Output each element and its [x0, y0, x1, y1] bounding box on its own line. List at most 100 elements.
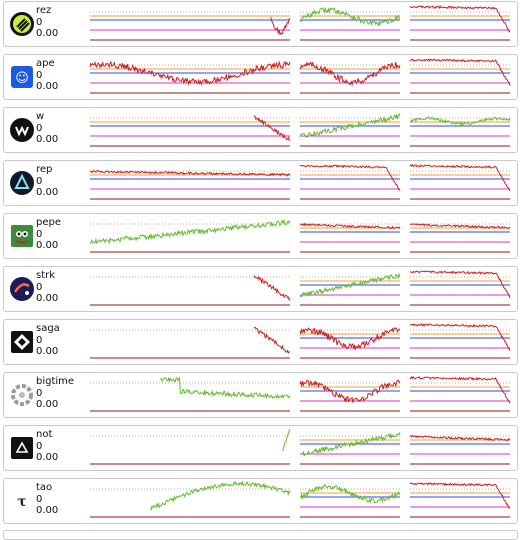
coin-symbol: tao	[36, 482, 53, 493]
price-line	[89, 219, 291, 245]
price-line	[299, 164, 401, 191]
coin-change: 0.00	[36, 399, 59, 410]
coin-info: tao 0 0.00	[36, 482, 58, 517]
coin-change: 0.00	[36, 187, 59, 198]
price-line	[253, 275, 291, 302]
price-line	[299, 431, 401, 457]
coin-change: 0.00	[36, 134, 59, 145]
price-line	[149, 480, 291, 511]
short-term-chart[interactable]	[409, 110, 511, 150]
coin-info: saga 0 0.00	[36, 323, 60, 358]
long-term-chart[interactable]	[90, 110, 291, 150]
coin-card-strk[interactable]: strk 0 0.00	[3, 266, 518, 312]
price-line	[282, 428, 291, 452]
long-term-chart[interactable]	[90, 428, 291, 468]
long-term-chart[interactable]	[90, 4, 291, 44]
price-line	[409, 323, 511, 351]
coin-card-ape[interactable]: ☺ ape 0 0.00	[3, 54, 518, 100]
coin-change: 0.00	[36, 452, 59, 463]
mid-term-chart[interactable]	[299, 163, 401, 203]
rez-logo-icon	[10, 12, 34, 36]
coin-card-rez[interactable]: rez 0 0.00	[3, 1, 518, 47]
coin-change: 0.00	[36, 346, 59, 357]
mid-term-chart[interactable]	[299, 110, 401, 150]
price-line	[409, 375, 511, 404]
price-line	[299, 113, 401, 138]
coin-card-bigtime[interactable]: bigtime 0 0.00	[3, 372, 518, 418]
price-line	[410, 482, 511, 509]
coin-change: 0.00	[36, 293, 59, 304]
coin-value: 0	[36, 228, 43, 240]
long-term-chart[interactable]	[90, 480, 291, 521]
mid-term-chart[interactable]	[300, 216, 401, 256]
coin-value: 0	[36, 69, 43, 81]
mid-term-chart[interactable]	[299, 428, 401, 468]
short-term-chart[interactable]	[409, 322, 511, 362]
coin-symbol: strk	[36, 270, 56, 281]
mid-term-chart[interactable]	[299, 269, 401, 309]
short-term-chart[interactable]	[409, 57, 511, 97]
long-term-chart[interactable]	[89, 216, 291, 256]
saga-logo-icon	[10, 330, 34, 354]
price-line	[409, 223, 511, 230]
coin-info: not 0 0.00	[36, 429, 58, 464]
price-line	[299, 379, 401, 403]
coin-info: pepe 0 0.00	[36, 217, 61, 252]
mid-term-chart[interactable]	[299, 57, 401, 97]
coin-card-saga[interactable]: saga 0 0.00	[3, 319, 518, 365]
long-term-chart[interactable]	[89, 163, 291, 203]
rep-logo-icon	[10, 171, 34, 195]
coin-change: 0.00	[36, 240, 59, 251]
price-line	[89, 169, 291, 177]
coin-card-tao[interactable]: τ tao 0 0.00	[3, 478, 518, 524]
price-line	[299, 327, 401, 351]
coin-change: 0.00	[36, 28, 59, 39]
price-line	[409, 270, 511, 299]
w-logo-icon	[10, 118, 34, 142]
coin-card-partial[interactable]	[3, 530, 518, 540]
svg-text:☺: ☺	[15, 71, 29, 86]
short-term-chart[interactable]	[409, 375, 511, 415]
long-term-chart[interactable]	[90, 375, 291, 415]
coin-card-w[interactable]: w 0 0.00	[3, 107, 518, 153]
long-term-chart[interactable]	[89, 57, 291, 97]
coin-card-not[interactable]: not 0 0.00	[3, 425, 518, 471]
mid-term-chart[interactable]	[299, 322, 401, 362]
tao-logo-icon: τ	[10, 489, 34, 513]
price-line	[253, 326, 291, 354]
coin-symbol: rez	[36, 5, 52, 16]
price-line	[160, 377, 291, 400]
short-term-chart[interactable]	[409, 428, 511, 468]
strk-logo-icon	[10, 277, 34, 301]
mid-term-chart[interactable]	[299, 481, 401, 521]
coin-change: 0.00	[36, 81, 59, 92]
short-term-chart[interactable]	[409, 163, 511, 203]
long-term-chart[interactable]	[90, 269, 291, 309]
ape-logo-icon: ☺	[10, 65, 34, 89]
long-term-chart[interactable]	[90, 322, 291, 362]
coin-card-pepe[interactable]: pepe 0 0.00	[3, 213, 518, 259]
coin-value: 0	[36, 16, 43, 28]
price-line	[409, 58, 511, 87]
price-line	[409, 163, 511, 192]
bigtime-logo-icon	[10, 383, 34, 407]
coin-symbol: pepe	[36, 217, 61, 228]
coin-symbol: ape	[36, 58, 55, 69]
price-line	[409, 5, 511, 33]
coin-symbol: w	[36, 111, 45, 122]
price-line	[253, 115, 291, 142]
coin-symbol: not	[36, 429, 53, 440]
mid-term-chart[interactable]	[299, 375, 401, 415]
mid-term-chart[interactable]	[299, 4, 401, 44]
coin-value: 0	[36, 281, 43, 293]
short-term-chart[interactable]	[409, 4, 511, 44]
short-term-chart[interactable]	[409, 216, 511, 256]
coin-symbol: saga	[36, 323, 60, 334]
coin-info: rez 0 0.00	[36, 5, 58, 40]
short-term-chart[interactable]	[410, 481, 511, 521]
coin-value: 0	[36, 175, 43, 187]
short-term-chart[interactable]	[409, 269, 511, 309]
coin-info: bigtime 0 0.00	[36, 376, 74, 411]
coin-card-rep[interactable]: rep 0 0.00	[3, 160, 518, 206]
coin-value: 0	[36, 122, 43, 134]
